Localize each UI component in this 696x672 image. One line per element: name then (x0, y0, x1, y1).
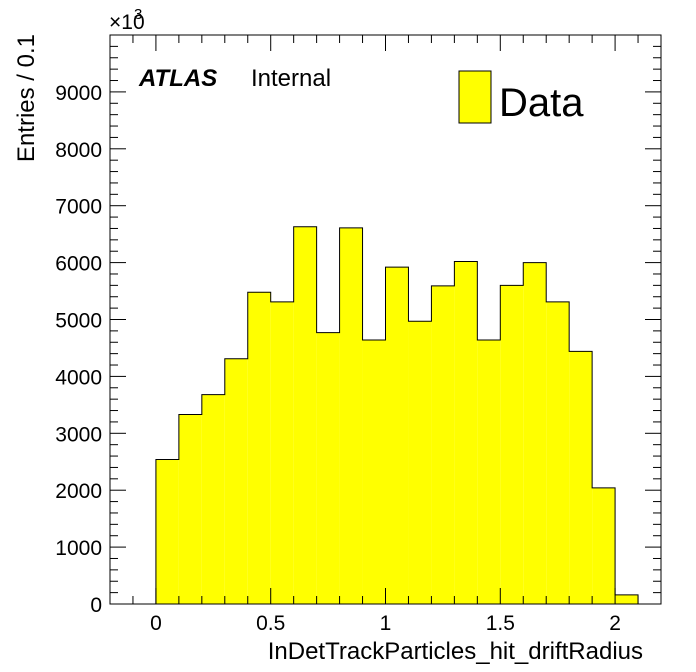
histogram-bar (293, 226, 317, 605)
histogram-bar (224, 358, 248, 604)
y-tick-label: 1000 (55, 537, 102, 560)
histogram-bar (339, 227, 363, 605)
histogram-bar (500, 285, 524, 604)
x-axis-title: InDetTrackParticles_hit_driftRadius (268, 638, 643, 665)
histogram-bar (615, 594, 639, 604)
histogram-bar (546, 301, 570, 604)
internal-label: Internal (251, 65, 331, 92)
plot-frame (109, 34, 662, 605)
y-tick-label: 7000 (55, 196, 102, 219)
y-tick-label: 0 (90, 594, 102, 617)
y-multiplier-exponent: 3 (134, 6, 142, 23)
legend-swatch (458, 70, 492, 124)
y-tick-label: 9000 (55, 82, 102, 105)
x-tick-label: 0.5 (256, 612, 285, 635)
histogram-bar (569, 351, 593, 604)
legend-entry-data: Data (499, 81, 584, 125)
histogram-bar (316, 332, 340, 604)
histogram-bar (408, 321, 432, 604)
histogram-bar (201, 394, 225, 604)
histogram-outline (155, 226, 639, 604)
histogram-bar (592, 487, 616, 604)
x-tick-label: 2 (609, 612, 621, 635)
histogram-bar (270, 301, 294, 604)
histogram-bar (362, 339, 386, 604)
x-tick-label: 1.5 (486, 612, 515, 635)
y-tick-label: 4000 (55, 366, 102, 389)
x-tick-labels: 0 0.5 1 1.5 2 (150, 612, 621, 635)
histogram-bar (178, 414, 202, 604)
x-tick-label: 1 (380, 612, 392, 635)
y-tick-label: 2000 (55, 480, 102, 503)
y-tick-label: 5000 (55, 310, 102, 333)
y-tick-labels: 0 1000 2000 3000 4000 5000 6000 7000 8000 9000 (55, 82, 102, 617)
histogram-bars (155, 226, 639, 605)
histogram-bar (385, 267, 409, 604)
histogram-bar (523, 262, 547, 604)
y-multiplier-label: ×10 (109, 11, 145, 34)
y-tick-label: 6000 (55, 253, 102, 276)
histogram-bar (477, 339, 501, 604)
histogram-bar (247, 292, 271, 604)
y-tick-label: 8000 (55, 139, 102, 162)
histogram-bar (431, 285, 455, 604)
atlas-label: ATLAS (138, 65, 217, 92)
histogram-bar (454, 261, 478, 604)
histogram-bar (155, 459, 179, 604)
y-axis-title: Entries / 0.1 (13, 34, 40, 162)
y-tick-label: 3000 (55, 423, 102, 446)
x-tick-label: 0 (150, 612, 162, 635)
y-axis-ticks (110, 34, 661, 605)
